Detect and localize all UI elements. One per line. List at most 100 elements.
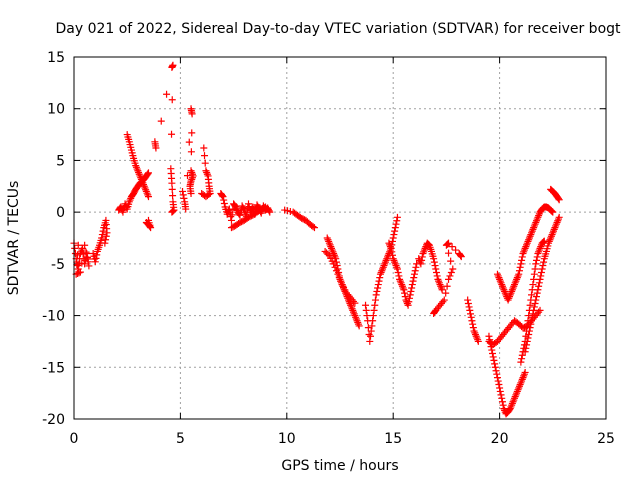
data-point — [73, 261, 81, 269]
data-point — [506, 291, 514, 299]
data-point — [521, 368, 529, 376]
data-point — [99, 227, 107, 235]
data-point — [535, 308, 543, 316]
data-point — [327, 244, 335, 252]
data-point — [381, 258, 389, 266]
data-point — [401, 289, 409, 297]
data-point — [347, 303, 355, 311]
data-point — [496, 277, 504, 285]
data-point — [520, 246, 528, 254]
data-point — [331, 253, 339, 261]
data-point — [418, 256, 426, 264]
data-point — [168, 185, 176, 193]
data-point — [535, 248, 543, 256]
data-point — [188, 174, 196, 182]
data-point — [536, 306, 544, 314]
data-point — [452, 246, 460, 254]
data-point — [143, 189, 151, 197]
data-point — [140, 181, 148, 189]
data-point — [179, 187, 187, 195]
data-point — [168, 208, 176, 216]
data-point — [220, 196, 228, 204]
data-point — [538, 265, 546, 273]
data-point — [393, 263, 401, 271]
data-point — [531, 265, 539, 273]
data-point — [532, 260, 540, 268]
data-point — [219, 193, 227, 201]
data-point — [512, 277, 520, 285]
plot-frame — [73, 56, 607, 420]
data-point — [168, 96, 176, 104]
x-tick-label: 20 — [491, 431, 509, 447]
data-point — [467, 313, 475, 321]
data-point — [440, 296, 448, 304]
data-point — [529, 281, 537, 289]
data-point — [228, 211, 236, 219]
data-point — [547, 232, 555, 240]
data-point — [137, 175, 145, 183]
data-point — [492, 367, 500, 375]
data-point — [397, 279, 405, 287]
data-point — [446, 272, 454, 280]
data-point — [168, 130, 176, 138]
data-point — [494, 272, 502, 280]
data-point — [551, 224, 559, 232]
data-point — [472, 332, 480, 340]
data-point — [535, 279, 543, 287]
data-point — [530, 303, 538, 311]
data-point — [527, 296, 535, 304]
data-point — [163, 90, 171, 98]
data-point — [349, 306, 357, 314]
data-point — [353, 317, 361, 325]
y-tick-label: 0 — [56, 205, 65, 221]
data-point — [433, 272, 441, 280]
data-point — [144, 169, 152, 177]
data-point — [188, 110, 196, 118]
data-point — [408, 284, 416, 292]
data-point — [401, 293, 409, 301]
data-point — [489, 349, 497, 357]
data-point — [536, 275, 544, 283]
data-point — [554, 215, 562, 223]
data-point — [187, 190, 195, 198]
data-point — [532, 218, 540, 226]
data-point — [227, 213, 235, 221]
data-point — [78, 259, 86, 267]
data-point — [528, 227, 536, 235]
data-point — [491, 360, 499, 368]
data-point — [430, 255, 438, 263]
data-point — [532, 293, 540, 301]
data-point — [444, 240, 452, 248]
data-point — [309, 223, 317, 231]
data-point — [98, 234, 106, 242]
chart-title: Day 021 of 2022, Sidereal Day-to-day VTE… — [55, 21, 621, 37]
data-point — [464, 300, 472, 308]
data-point — [330, 250, 338, 258]
data-point — [515, 270, 523, 278]
data-point — [396, 277, 404, 285]
data-point — [201, 159, 209, 167]
data-point — [266, 208, 274, 216]
data-point — [142, 187, 150, 195]
y-tick-labels: 15 10 5 0 -5 -10 -15 -20 — [42, 50, 65, 428]
data-point — [535, 212, 543, 220]
data-point — [518, 377, 526, 385]
data-point — [434, 275, 442, 283]
data-point — [388, 248, 396, 256]
data-point — [554, 195, 562, 203]
data-point — [391, 258, 399, 266]
data-point — [513, 387, 521, 395]
data-point — [152, 144, 160, 152]
data-point — [437, 282, 445, 290]
data-point — [509, 284, 517, 292]
data-point — [368, 322, 376, 330]
data-point — [354, 320, 362, 328]
data-point — [524, 317, 532, 325]
data-point — [74, 262, 82, 270]
data-point — [498, 281, 506, 289]
data-point — [327, 243, 335, 251]
data-point — [435, 279, 443, 287]
data-point — [532, 217, 540, 225]
data-point — [530, 222, 538, 230]
data-point — [352, 313, 360, 321]
